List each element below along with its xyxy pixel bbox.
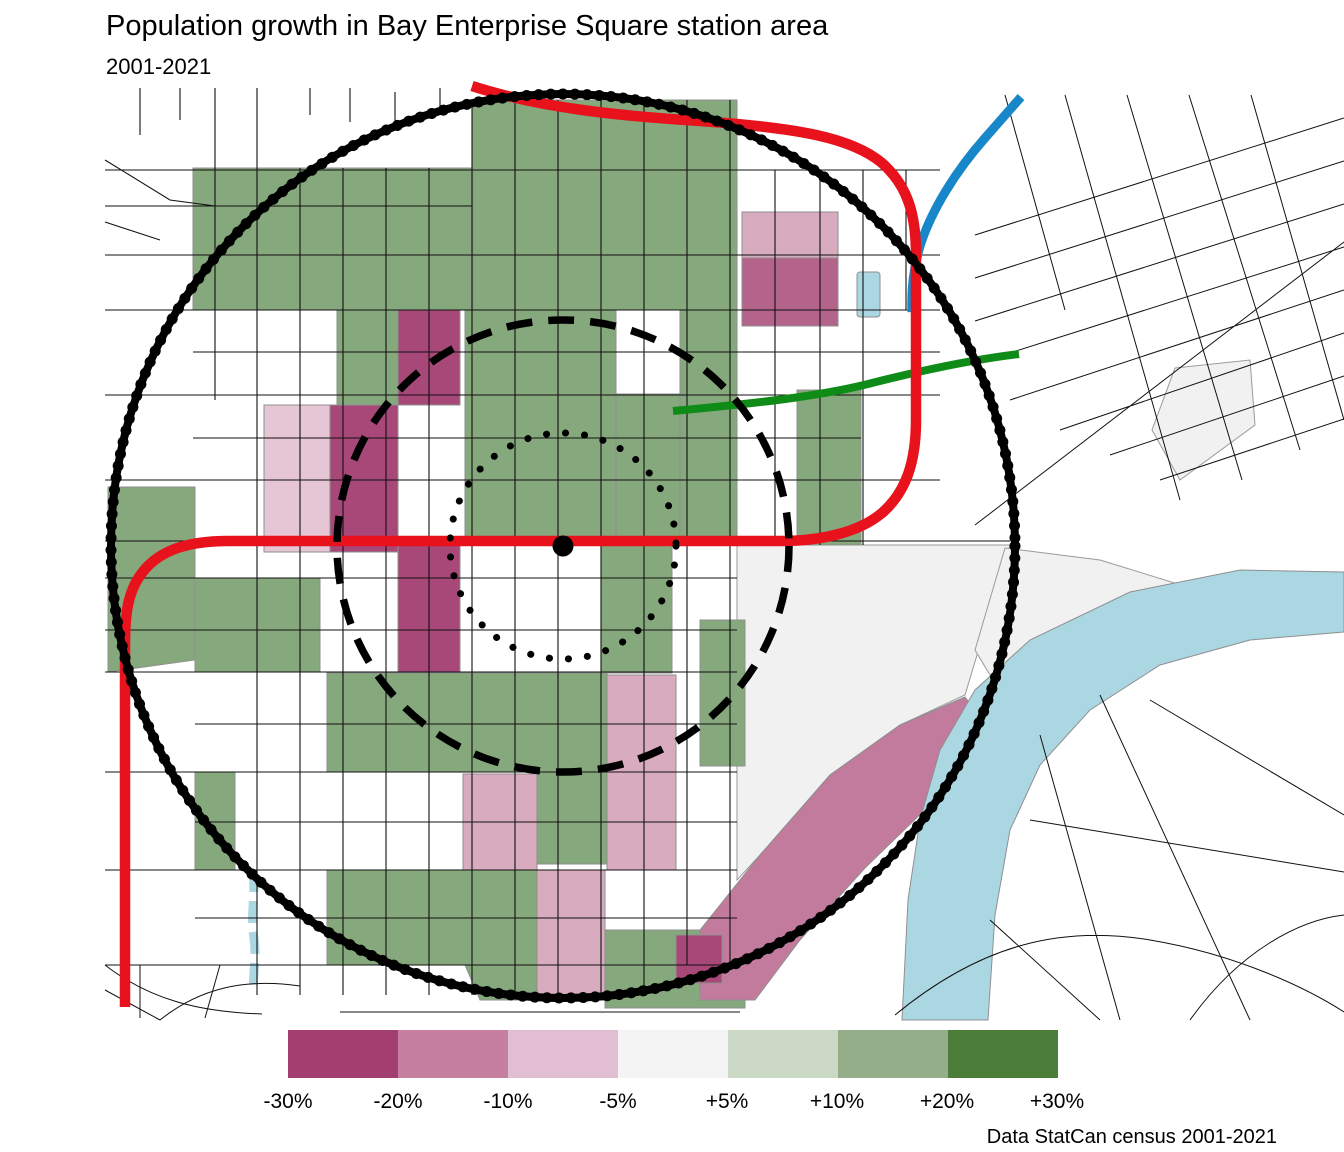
census-block-green	[464, 309, 617, 546]
roads-southeast	[894, 694, 1344, 1021]
legend-swatch	[288, 1030, 398, 1078]
legend-label: -5%	[599, 1090, 637, 1113]
legend-label: -20%	[373, 1090, 423, 1113]
water-features	[248, 271, 1344, 1021]
roads-northeast-grid	[974, 94, 1344, 526]
census-block-green	[796, 389, 862, 546]
legend-label: +20%	[919, 1090, 975, 1113]
roads-top-left	[104, 88, 441, 241]
legend-swatch	[618, 1030, 728, 1078]
census-block-green	[471, 99, 738, 311]
legend-swatch	[508, 1030, 618, 1078]
page-subtitle: 2001-2021	[106, 54, 212, 79]
legend-label: +10%	[809, 1090, 865, 1113]
census-block-green	[679, 309, 738, 546]
census-block-green	[699, 619, 746, 767]
legend-label: +30%	[1029, 1090, 1085, 1113]
legend-label: +5%	[705, 1090, 749, 1113]
legend-label: -10%	[483, 1090, 533, 1113]
census-block-pink	[263, 404, 331, 553]
census-block-green	[536, 771, 608, 865]
legend-swatch	[728, 1030, 838, 1078]
transit-line-red	[119, 81, 922, 1007]
census-block-magenta	[741, 257, 839, 327]
legend-swatch	[948, 1030, 1058, 1078]
legend-label: -30%	[263, 1090, 313, 1113]
legend-swatch	[398, 1030, 508, 1078]
legend-swatch	[838, 1030, 948, 1078]
census-block-green	[600, 544, 673, 674]
census-block-green	[615, 393, 681, 546]
census-block-green	[326, 672, 608, 773]
buffer-ring-middle-dashed	[333, 316, 793, 776]
census-block-pink	[741, 211, 839, 259]
roads-bottom-left	[104, 964, 301, 1021]
attribution: Data StatCan census 2001-2021	[986, 1126, 1277, 1148]
legend-color-bar	[288, 1030, 1058, 1078]
buffer-ring-inner-dotted	[446, 429, 680, 663]
buffer-rings	[105, 88, 1021, 1004]
buffer-ring-outer-beads	[105, 88, 1021, 1004]
page-title: Population growth in Bay Enterprise Squa…	[106, 10, 829, 42]
census-block-green	[192, 167, 474, 311]
census-block-pink	[536, 869, 606, 1001]
river	[901, 569, 1344, 1021]
census-block-green	[336, 309, 399, 406]
stream	[248, 869, 260, 993]
station-dot	[552, 535, 574, 557]
